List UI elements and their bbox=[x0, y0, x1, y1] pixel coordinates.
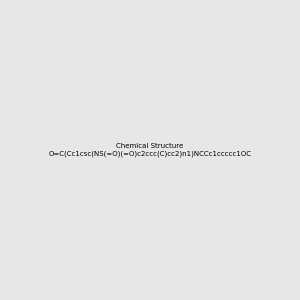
Text: Chemical Structure
O=C(Cc1csc(NS(=O)(=O)c2ccc(C)cc2)n1)NCCc1ccccc1OC: Chemical Structure O=C(Cc1csc(NS(=O)(=O)… bbox=[49, 143, 251, 157]
